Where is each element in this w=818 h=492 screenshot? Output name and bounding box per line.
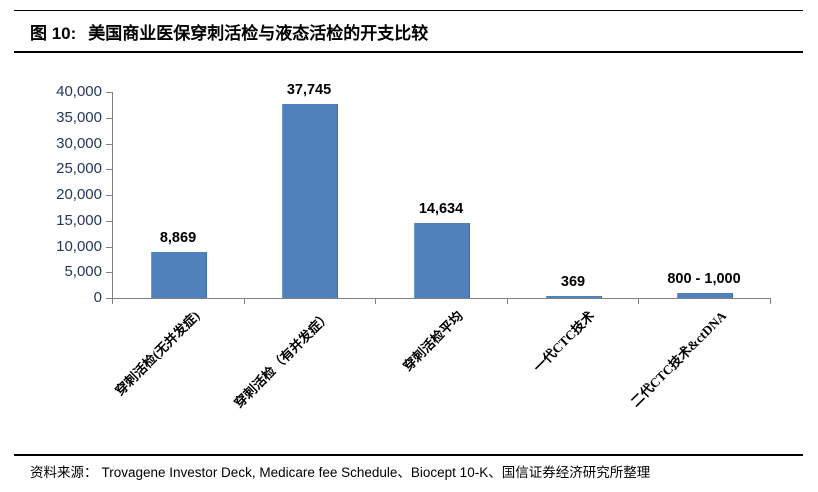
bar-value-label: 37,745: [286, 82, 332, 98]
x-category-label: 穿刺活检(无并发症): [112, 308, 203, 399]
y-axis-line: [112, 92, 113, 298]
bar-value-label: 8,869: [159, 230, 197, 246]
figure-number-label: 图 10:: [30, 24, 77, 43]
source-text: Trovagene Investor Deck, Medicare fee Sc…: [101, 465, 651, 480]
y-tick-label: 20,000: [56, 186, 102, 203]
source-label: 资料来源：: [30, 465, 98, 480]
y-tick-mark: [106, 117, 112, 119]
y-tick-mark: [106, 298, 112, 299]
x-tick-mark: [112, 299, 113, 304]
top-divider: [14, 10, 803, 11]
x-tick-mark: [770, 299, 771, 304]
y-tick-mark: [106, 220, 112, 222]
y-tick-label: 10,000: [56, 237, 102, 255]
x-category-label: 穿刺活检（有并发症）: [231, 308, 335, 411]
x-category-label: 二代CTC技术&ctDNA: [627, 308, 729, 410]
bar-value-label: 369: [560, 274, 586, 290]
bar-value-label: 800 - 1,000: [667, 271, 741, 287]
y-tick-label: 5,000: [64, 263, 102, 281]
y-tick-label: 0: [93, 289, 102, 306]
y-tick-mark: [106, 169, 112, 171]
x-tick-mark: [638, 299, 640, 304]
y-tick-mark: [106, 246, 112, 248]
x-tick-mark: [506, 299, 508, 304]
y-tick-label: 30,000: [56, 134, 102, 152]
y-tick-label: 40,000: [56, 83, 102, 100]
y-tick-mark: [106, 272, 112, 274]
bar: [282, 104, 338, 298]
y-tick-mark: [106, 195, 112, 196]
y-tick-label: 35,000: [56, 108, 102, 126]
x-axis-line: [112, 298, 771, 299]
bar: [414, 223, 470, 298]
source-line: 资料来源： Trovagene Investor Deck, Medicare f…: [30, 461, 650, 481]
footer-divider: [14, 454, 803, 456]
y-tick-mark: [106, 143, 112, 145]
y-tick-mark: [106, 92, 112, 93]
bar: [546, 296, 602, 298]
figure-title: 图 10: 美国商业医保穿刺活检与液态活检的开支比较: [30, 19, 428, 44]
figure-title-text: 美国商业医保穿刺活检与液态活检的开支比较: [88, 24, 429, 43]
x-tick-mark: [243, 299, 245, 304]
x-tick-mark: [375, 299, 377, 304]
x-category-label: 穿刺活检平均: [399, 308, 466, 374]
y-tick-label: 15,000: [56, 211, 102, 229]
bar-value-label: 14,634: [418, 201, 464, 217]
bar: [151, 252, 207, 298]
x-category-label: 一代CTC技术: [530, 308, 598, 375]
bar: [677, 293, 733, 298]
y-tick-label: 25,000: [56, 160, 102, 178]
title-divider: [14, 51, 803, 53]
